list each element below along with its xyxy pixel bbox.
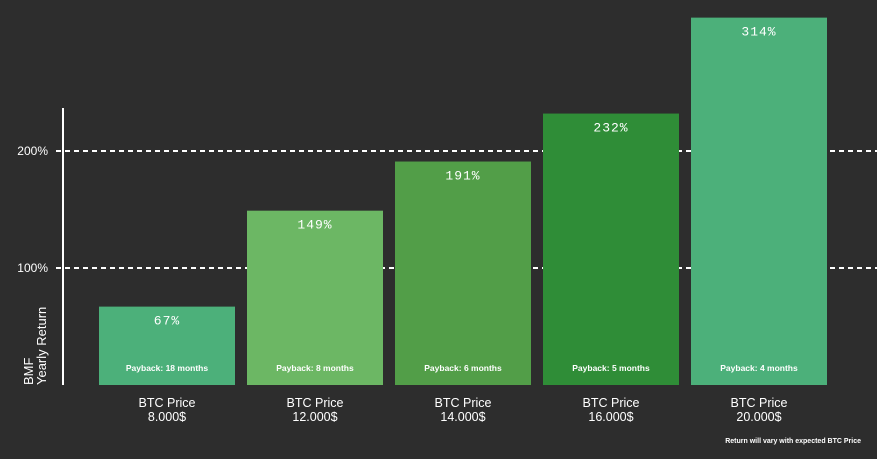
value-label-3: 232% xyxy=(593,121,628,136)
value-label-0: 67% xyxy=(154,314,180,329)
bar-0 xyxy=(99,306,235,385)
footnote: Return will vary with expected BTC Price xyxy=(725,438,861,445)
category-label-0-line-1: BTC Price xyxy=(139,396,196,410)
category-label-3-line-2: 16.000$ xyxy=(588,410,633,424)
category-label-0-line-2: 8.000$ xyxy=(148,410,186,424)
category-label-1-line-2: 12.000$ xyxy=(292,410,337,424)
y-axis-label-line-2: Yearly Return xyxy=(34,306,49,385)
category-label-2-line-2: 14.000$ xyxy=(440,410,485,424)
bar-4 xyxy=(691,17,827,386)
payback-label-1: Payback: 8 months xyxy=(276,363,354,373)
category-label-1-line-1: BTC Price xyxy=(287,396,344,410)
payback-label-2: Payback: 6 months xyxy=(424,363,502,373)
category-label-3-line-1: BTC Price xyxy=(583,396,640,410)
bar-1 xyxy=(247,210,383,385)
payback-label-4: Payback: 4 months xyxy=(720,363,798,373)
value-label-4: 314% xyxy=(741,25,776,40)
category-label-2-line-1: BTC Price xyxy=(435,396,492,410)
bar-3 xyxy=(543,113,679,385)
bar-2 xyxy=(395,161,531,385)
value-label-2: 191% xyxy=(445,169,480,184)
category-label-4-line-2: 20.000$ xyxy=(736,410,781,424)
bars xyxy=(99,17,827,386)
category-label-4-line-1: BTC Price xyxy=(731,396,788,410)
payback-label-3: Payback: 5 months xyxy=(572,363,650,373)
y-axis-label: BMF Yearly Return xyxy=(21,285,49,385)
payback-label-0: Payback: 18 months xyxy=(126,363,208,373)
reference-label-100: 100% xyxy=(17,261,48,275)
value-label-1: 149% xyxy=(297,218,332,233)
reference-label-200: 200% xyxy=(17,144,48,158)
